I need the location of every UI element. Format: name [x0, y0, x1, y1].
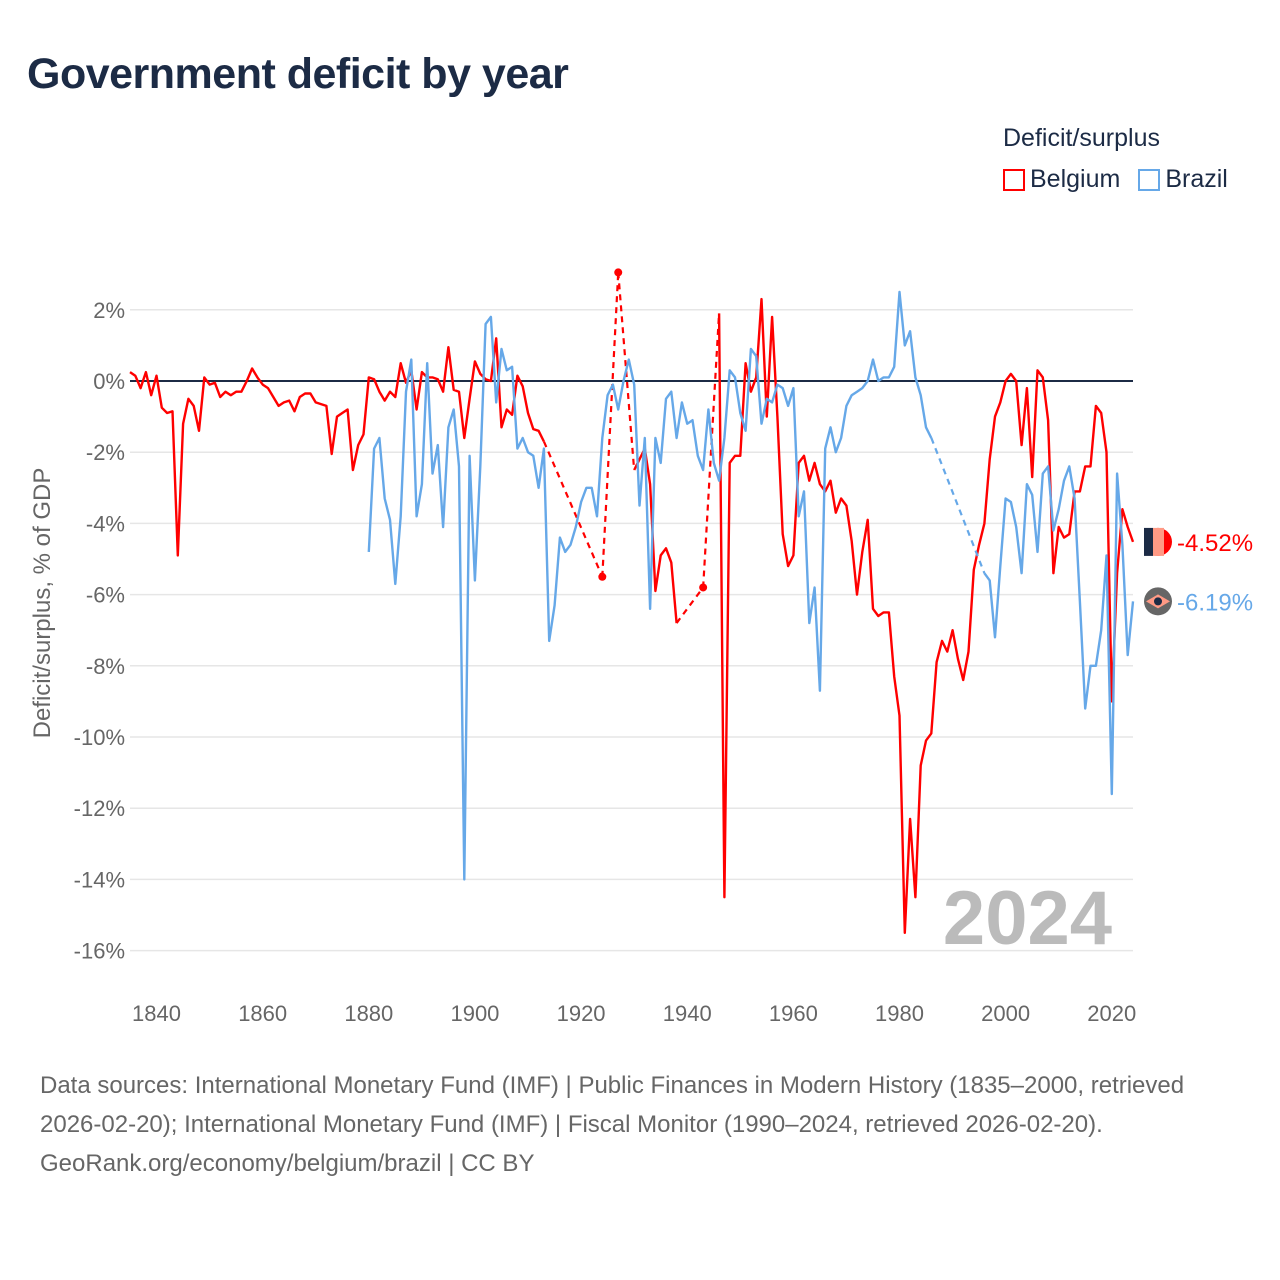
data-sources: Data sources: International Monetary Fun…	[40, 1072, 1185, 1138]
x-tick-label: 2020	[1087, 1001, 1136, 1026]
legend: Belgium Brazil	[1003, 165, 1228, 194]
series-gap-belgium	[601, 272, 620, 577]
y-axis-label: Deficit/surplus, % of GDP	[29, 468, 56, 739]
year-watermark: 2024	[943, 876, 1112, 961]
flag-stripe	[1153, 527, 1164, 556]
y-tick-label: 0%	[93, 369, 125, 394]
x-tick-label: 1880	[344, 1001, 393, 1026]
legend-item-brazil[interactable]: Brazil	[1138, 165, 1228, 194]
y-tick-label: -8%	[86, 654, 125, 679]
footer: Data sources: International Monetary Fun…	[40, 1066, 1240, 1183]
legend-label-brazil: Brazil	[1165, 165, 1228, 193]
y-tick-label: -14%	[74, 867, 125, 892]
series-line-belgium	[129, 297, 1135, 934]
page-title: Government deficit by year	[27, 50, 569, 98]
y-tick-label: -4%	[86, 511, 125, 536]
y-tick-label: -6%	[86, 583, 125, 608]
x-tick-label: 1920	[557, 1001, 606, 1026]
legend-item-belgium[interactable]: Belgium	[1003, 165, 1120, 194]
x-tick-label: 1960	[769, 1001, 818, 1026]
x-tick-label: 1840	[132, 1001, 181, 1026]
x-tick-label: 1940	[663, 1001, 712, 1026]
x-tick-label: 1980	[875, 1001, 924, 1026]
flag-stripe	[1144, 527, 1153, 556]
series-gap-belgium	[702, 313, 721, 588]
end-label-brazil: -6.19%	[1177, 589, 1253, 616]
y-tick-label: -10%	[74, 725, 125, 750]
flag-globe	[1154, 597, 1162, 606]
legend-title: Deficit/surplus	[1003, 124, 1160, 152]
y-tick-label: -12%	[74, 796, 125, 821]
series-line-brazil	[367, 290, 1135, 881]
x-tick-label: 1860	[238, 1001, 287, 1026]
y-tick-label: -2%	[86, 440, 125, 465]
legend-label-belgium: Belgium	[1030, 165, 1121, 193]
x-tick-label: 2000	[981, 1001, 1030, 1026]
y-tick-label: 2%	[93, 298, 125, 323]
legend-swatch-belgium	[1003, 168, 1025, 191]
credit-link[interactable]: GeoRank.org/economy/belgium/brazil | CC …	[40, 1150, 535, 1177]
series-gap-brazil	[930, 437, 986, 574]
series-gap-belgium	[542, 441, 604, 578]
x-tick-label: 1900	[450, 1001, 499, 1026]
legend-swatch-brazil	[1138, 168, 1161, 191]
series-gap-belgium	[675, 586, 705, 624]
y-tick-label: -16%	[74, 939, 125, 964]
end-label-belgium: -4.52%	[1177, 530, 1253, 557]
